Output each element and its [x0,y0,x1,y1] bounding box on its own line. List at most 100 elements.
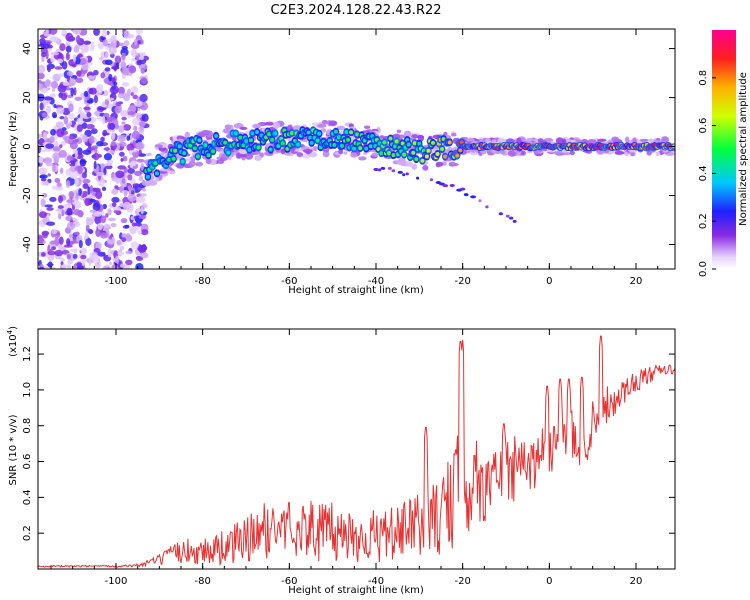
noise-blob [119,42,124,47]
secondary-branch-blob [485,205,489,209]
noise-blob [56,128,65,138]
noise-blob [140,229,149,236]
noise-blob [47,253,55,261]
x-tick-label: -80 [194,276,210,287]
ridge-halo-blob [614,150,625,155]
ridge-core-blob [171,156,176,161]
secondary-branch-blob [380,166,386,170]
ridge-halo-blob [379,135,385,139]
noise-blob [118,141,127,147]
noise-blob [45,105,52,114]
noise-blob [104,67,111,72]
noise-blob [120,218,128,224]
noise-blob [76,137,83,145]
noise-blob [88,229,94,235]
noise-blob [68,113,75,120]
noise-blob [125,250,133,255]
noise-blob [110,35,117,44]
secondary-branch-blob [470,195,476,199]
noise-blob [72,29,82,35]
noise-blob [41,112,48,118]
noise-blob [88,256,92,266]
ridge-halo-blob [296,152,304,158]
noise-blob [140,39,144,45]
ridge-core-blob [458,148,463,153]
noise-blob [130,241,139,250]
noise-blob [54,237,60,247]
noise-blob [59,43,66,52]
noise-blob [76,124,83,133]
noise-blob [82,183,89,189]
noise-blob [56,107,65,115]
noise-blob [38,167,47,175]
ridge-halo-blob [422,165,429,171]
snr-panel: -100 -80 -60 -40 -20 0 20 1.2 1.0 0.8 0.6 0.4 0.2 He… [6,326,676,596]
colorbar-tick-label: 0.6 [698,118,709,134]
noise-blob [69,234,74,238]
noise-blob [138,56,145,60]
noise-blob [78,57,87,65]
noise-blob [101,36,106,41]
noise-blob [77,150,82,156]
noise-blob [117,134,126,139]
noise-blob [84,96,88,103]
ridge-core-blob [443,154,448,159]
noise-blob [108,43,116,49]
noise-blob [65,42,70,46]
noise-blob [51,229,58,235]
noise-blob [113,65,117,72]
noise-blob [58,149,67,158]
noise-blob [98,107,107,111]
ridge-core-blob [339,143,344,148]
noise-blob [54,177,61,184]
secondary-branch-blob [405,172,409,176]
noise-blob [40,149,49,153]
ridge-core-blob [197,138,202,143]
ridge-core-blob [203,143,208,148]
noise-blob [119,151,125,157]
noise-blob [107,150,115,154]
x-tick-label: -40 [368,276,384,287]
noise-blob [138,120,146,127]
noise-blob [130,86,138,91]
noise-blob [73,87,77,96]
noise-blob [102,266,108,269]
snr-ticks: -100 -80 -60 -40 -20 0 20 1.2 1.0 0.8 0.6 0.4 0.2 [22,329,675,587]
noise-blob [67,71,74,76]
noise-blob [140,67,146,74]
noise-blob [116,207,121,211]
noise-blob [86,218,94,226]
noise-blob [135,29,144,35]
ridge-halo-blob [287,124,293,128]
noise-blob [89,209,97,213]
noise-blob [47,44,53,49]
noise-blob [115,101,122,107]
ridge-core-blob [276,144,281,149]
noise-blob [108,261,113,266]
noise-blob [66,221,76,231]
noise-blob [93,152,100,161]
noise-blob [90,128,98,135]
ridge-core-blob [364,146,369,151]
noise-blob [74,200,82,209]
ridge-core-blob [355,132,360,137]
ridge-halo-blob [371,152,379,157]
noise-blob [100,215,107,224]
noise-blob [62,81,70,87]
secondary-branch-blob [387,166,392,170]
ridge-halo-blob [350,152,358,158]
noise-blob [114,124,120,130]
noise-blob [121,67,130,76]
secondary-branch-blob [478,199,482,203]
noise-blob [81,172,87,179]
noise-blob [47,250,56,256]
noise-blob [38,211,48,219]
colorbar-tick-label: 0.2 [698,213,709,229]
ridge-halo-blob [543,138,554,142]
noise-blob [96,140,104,147]
noise-blob [117,137,126,143]
secondary-branch-blob [463,193,469,197]
noise-blob [113,81,118,86]
ridge-core-blob [182,151,187,156]
noise-blob [133,38,138,46]
